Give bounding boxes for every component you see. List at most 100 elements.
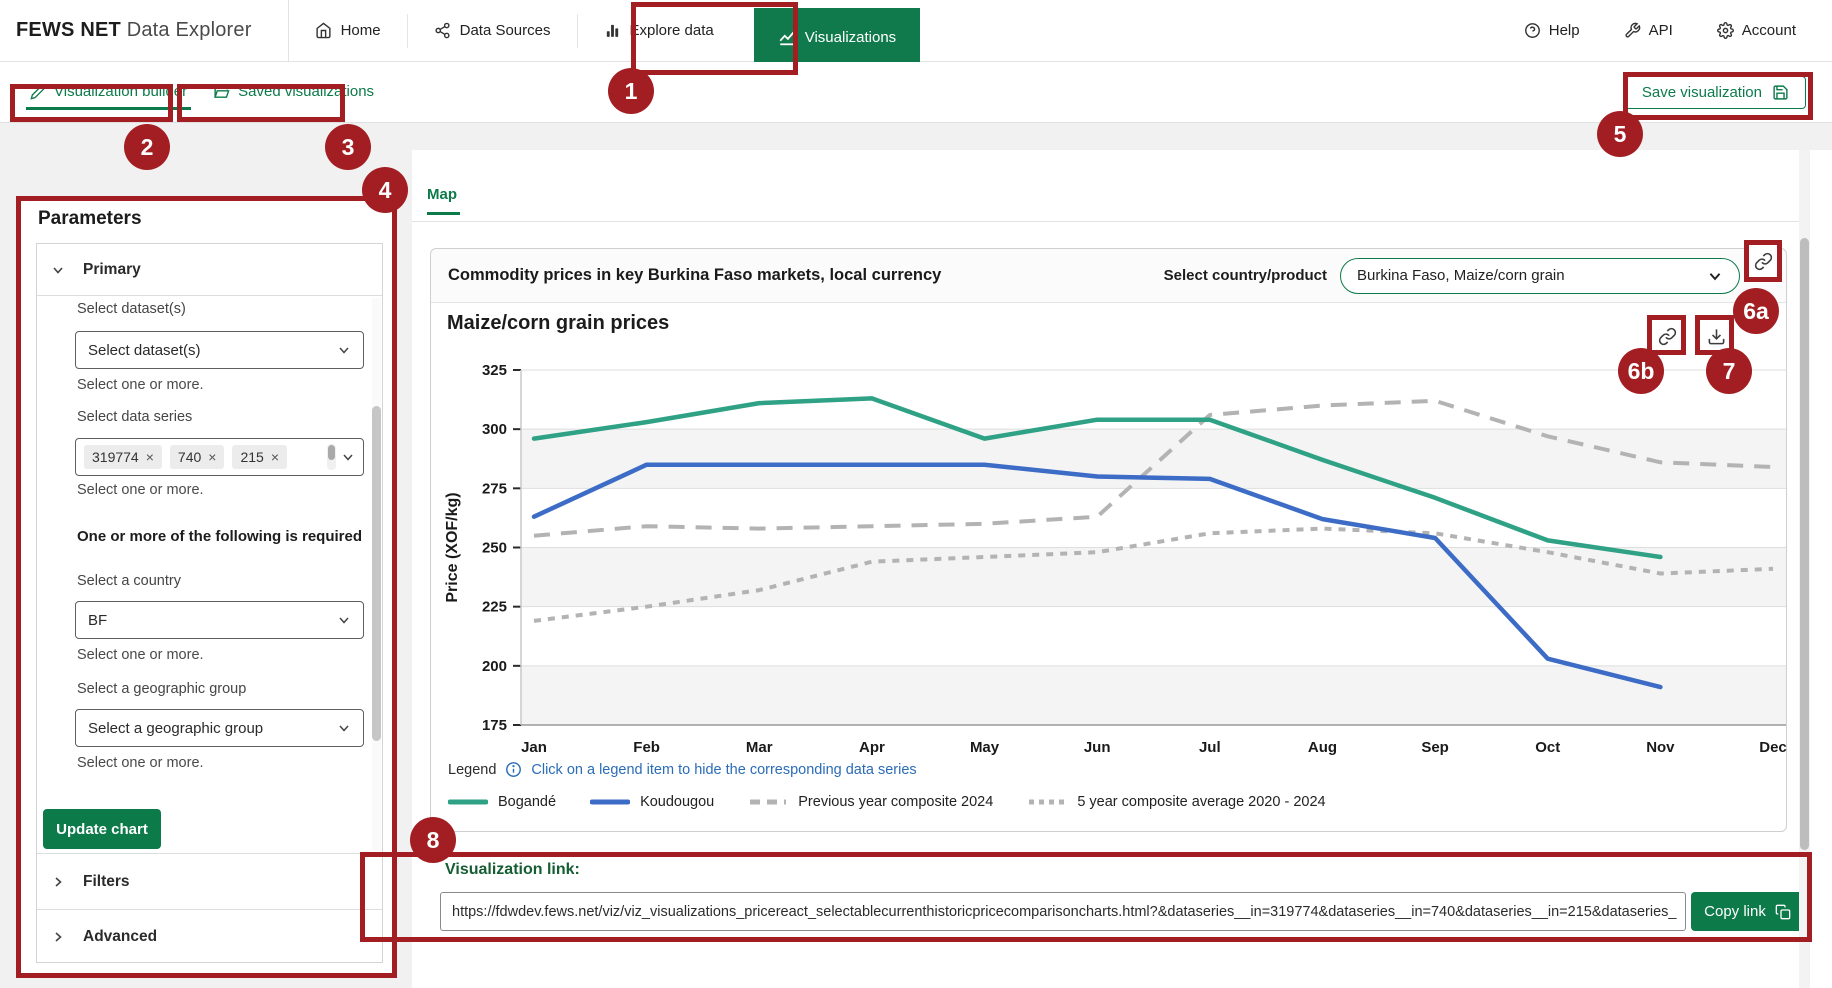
save-visualization-button[interactable]: Save visualization — [1624, 75, 1806, 109]
x-tick-label: Jan — [521, 739, 547, 756]
download-icon — [1708, 328, 1724, 344]
viz-link-input[interactable]: https://fdwdev.fews.net/viz/viz_visualiz… — [440, 892, 1686, 931]
legend-swatch — [1029, 799, 1066, 805]
y-tick-label: 225 — [482, 599, 507, 616]
section-advanced[interactable]: Advanced — [37, 909, 382, 963]
nav-item-api[interactable]: API — [1602, 0, 1695, 62]
legend-item-label: Koudougou — [640, 794, 715, 810]
remove-icon[interactable] — [208, 449, 216, 465]
tab-map[interactable]: Map — [427, 186, 457, 203]
page-scrollbar[interactable] — [1799, 150, 1810, 988]
y-tick-label: 300 — [482, 421, 507, 438]
section-primary[interactable]: Primary — [37, 244, 382, 296]
bar-chart-icon — [604, 22, 621, 39]
geo-group-select[interactable]: Select a geographic group — [75, 709, 364, 747]
country-product-select[interactable]: Burkina Faso, Maize/corn grain — [1340, 257, 1740, 294]
geo-group-helper: Select one or more. — [77, 755, 204, 771]
chart-card-header: Commodity prices in key Burkina Faso mar… — [431, 249, 1786, 303]
nav-item-data-sources[interactable]: Data Sources — [408, 0, 577, 62]
section-filters[interactable]: Filters — [37, 853, 382, 909]
remove-icon[interactable] — [271, 449, 279, 465]
nav-label: Explore data — [629, 22, 714, 39]
tab-saved-visualizations[interactable]: Saved visualizations — [209, 74, 378, 110]
chart-legend: Bogandé Koudougou Previous year composite … — [448, 794, 1326, 810]
series-chip[interactable]: 319774 — [84, 445, 162, 469]
chip-label: 215 — [240, 449, 264, 465]
chevron-down-icon — [341, 450, 355, 464]
line-chart-icon — [778, 29, 796, 47]
update-chart-button[interactable]: Update chart — [43, 809, 161, 849]
x-tick-label: Aug — [1308, 739, 1337, 756]
nav-item-help[interactable]: Help — [1502, 0, 1602, 62]
help-icon — [1524, 22, 1541, 39]
dataset-select-value: Select dataset(s) — [88, 341, 201, 359]
legend-hint[interactable]: Click on a legend item to hide the corre… — [531, 761, 917, 778]
legend-item[interactable]: Koudougou — [590, 794, 714, 810]
x-tick-label: May — [970, 739, 1000, 756]
folder-open-icon — [213, 83, 230, 100]
active-tab-underline — [427, 212, 460, 215]
app-brand: FEWS NET Data Explorer — [16, 19, 252, 42]
viz-link-url: https://fdwdev.fews.net/viz/viz_visualiz… — [452, 903, 1677, 920]
remove-icon[interactable] — [146, 449, 154, 465]
series-helper: Select one or more. — [77, 482, 204, 498]
x-tick-label: Apr — [859, 739, 885, 756]
nav-item-visualizations[interactable]: Visualizations — [753, 8, 921, 67]
chart-link-button[interactable] — [1652, 320, 1682, 352]
copy-link-button[interactable]: Copy link — [1691, 892, 1804, 931]
x-tick-label: Feb — [633, 739, 660, 756]
x-tick-label: Jul — [1199, 739, 1221, 756]
section-label: Advanced — [83, 927, 158, 945]
x-tick-label: Nov — [1646, 739, 1675, 756]
chip-label: 740 — [177, 449, 202, 465]
country-select[interactable]: BF — [75, 601, 364, 639]
tab-visualization-builder[interactable]: Visualization builder — [26, 74, 192, 110]
brand-bold: FEWS NET — [16, 19, 121, 41]
annotation-badge-2: 2 — [124, 124, 170, 170]
legend-item[interactable]: Bogandé — [448, 794, 556, 810]
parameters-panel: Parameters Primary Select dataset(s) Sel… — [16, 196, 397, 978]
legend-swatch — [590, 799, 631, 805]
card-link-button[interactable] — [1749, 245, 1777, 277]
y-tick-label: 200 — [482, 658, 507, 675]
tab-label: Visualization builder — [54, 83, 188, 100]
country-product-value: Burkina Faso, Maize/corn grain — [1357, 267, 1565, 284]
nav-item-explore-data[interactable]: Explore data — [578, 0, 740, 62]
nav-label: Visualizations — [804, 29, 897, 46]
nav-item-home[interactable]: Home — [289, 0, 407, 62]
series-line — [533, 526, 1774, 623]
divider — [412, 221, 1800, 222]
chart-download-button[interactable] — [1701, 320, 1731, 352]
legend-item[interactable]: Previous year composite 2024 — [748, 794, 993, 810]
dataset-helper: Select one or more. — [77, 377, 204, 393]
chart-title: Maize/corn grain prices — [447, 312, 670, 334]
legend-item[interactable]: 5 year composite average 2020 - 2024 — [1027, 794, 1326, 810]
y-tick-label: 175 — [482, 717, 507, 734]
copy-link-label: Copy link — [1704, 903, 1766, 920]
nav-item-account[interactable]: Account — [1695, 0, 1818, 62]
y-tick-label: 325 — [482, 362, 507, 379]
multiselect-scrollbar[interactable] — [327, 444, 336, 470]
divider — [576, 13, 578, 48]
scrollbar-thumb[interactable] — [328, 445, 335, 460]
nav-label: Help — [1548, 22, 1580, 39]
scrollbar-thumb[interactable] — [372, 406, 381, 741]
scrollbar-thumb[interactable] — [1800, 238, 1809, 850]
series-multiselect[interactable]: 319774 740 215 — [75, 438, 364, 476]
parameters-scrollbar[interactable] — [372, 298, 381, 851]
x-tick-label: Sep — [1421, 739, 1449, 756]
viz-link-section: Visualization link: https://fdwdev.fews.… — [412, 150, 1832, 988]
nav-label: API — [1648, 22, 1673, 39]
chevron-down-icon — [1707, 268, 1723, 284]
series-chip[interactable]: 215 — [232, 445, 287, 469]
dataset-select[interactable]: Select dataset(s) — [75, 331, 364, 369]
geo-group-label: Select a geographic group — [77, 681, 247, 697]
home-icon — [315, 22, 332, 39]
country-select-value: BF — [88, 611, 108, 629]
geo-group-select-value: Select a geographic group — [88, 719, 264, 737]
brand-rest: Data Explorer — [126, 19, 252, 41]
series-chip[interactable]: 740 — [169, 445, 225, 469]
y-tick-label: 275 — [482, 480, 507, 497]
country-product-label: Select country/product — [1163, 267, 1327, 284]
parameters-title: Parameters — [38, 208, 142, 229]
